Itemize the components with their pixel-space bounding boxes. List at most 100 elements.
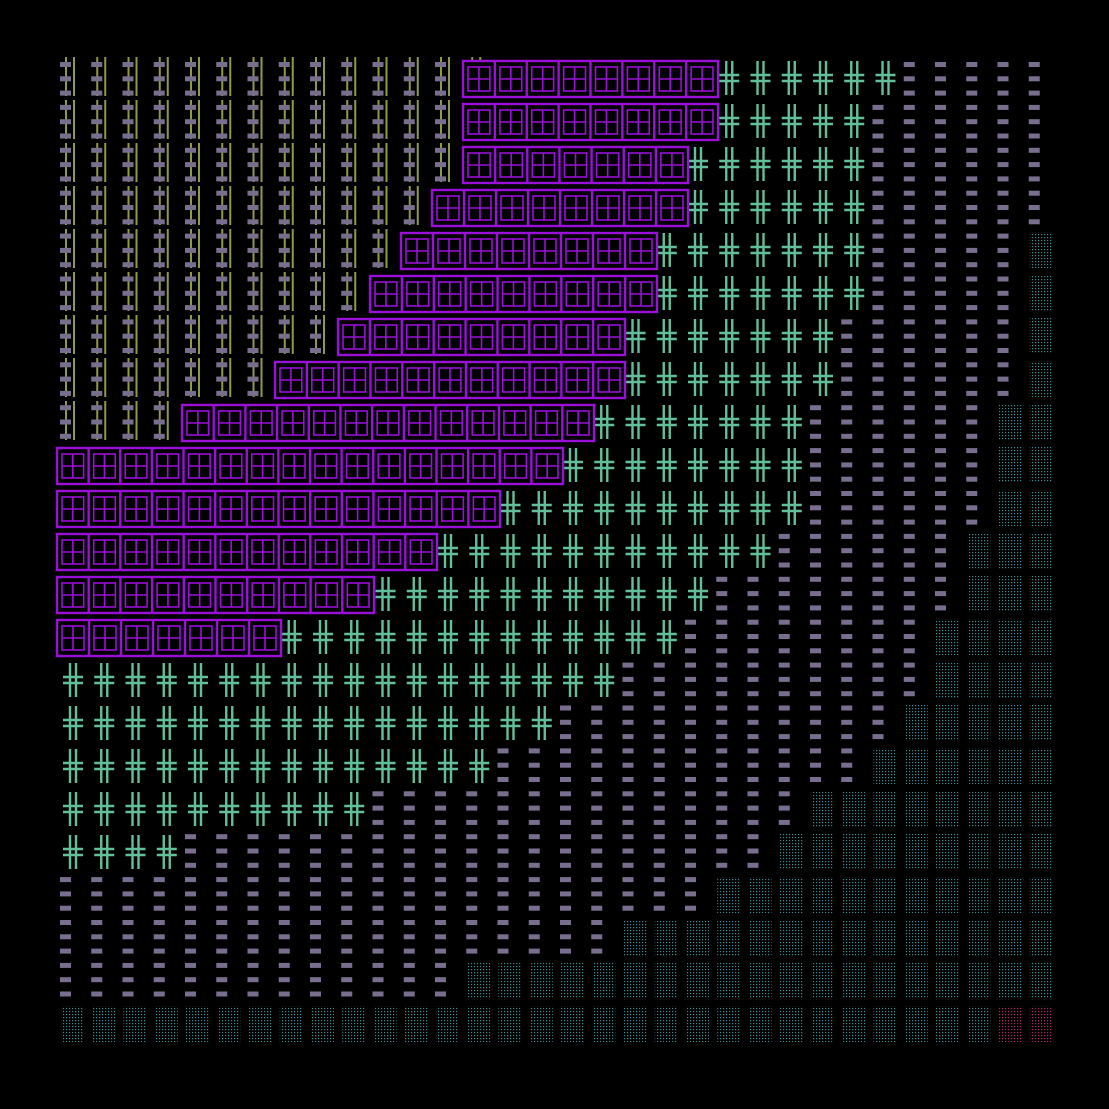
grey-dash (560, 834, 571, 840)
green-cross (250, 749, 271, 783)
grey-dash (435, 948, 446, 954)
grey-dash (966, 233, 978, 239)
teal-dot-block (779, 834, 803, 870)
green-cross (719, 61, 740, 95)
grey-dash (778, 819, 790, 825)
grey-dash (622, 791, 634, 797)
grey-dash (185, 390, 196, 396)
grey-dash (716, 591, 728, 597)
green-cross (656, 405, 677, 439)
teal-dot-block (998, 404, 1022, 440)
grey-dash (622, 848, 634, 854)
grey-dash (91, 133, 103, 139)
grey-dash (935, 333, 946, 339)
green-backdrop (680, 186, 872, 229)
teal-dot-block (561, 963, 584, 999)
grey-dash (966, 62, 978, 67)
green-backdrop (711, 57, 903, 100)
green-cross (531, 663, 552, 697)
grey-dash (247, 247, 259, 253)
grey-dash (653, 834, 665, 840)
grey-dash (716, 748, 728, 754)
grey-dash (591, 948, 603, 954)
grey-dash (622, 877, 634, 883)
grey-dash (935, 448, 946, 454)
grey-dash (591, 791, 603, 797)
green-cross (656, 276, 677, 310)
grey-dash (185, 834, 196, 840)
grey-dash (560, 877, 571, 883)
teal-dot-block (967, 920, 991, 956)
grey-dash (872, 719, 884, 725)
green-cross (250, 792, 271, 826)
grey-dash (122, 948, 134, 954)
grey-dash (747, 819, 759, 825)
grey-dash (935, 505, 946, 511)
grey-dash (341, 205, 353, 210)
grey-dash (528, 948, 540, 954)
grey-dash (153, 104, 165, 110)
grey-dash (622, 905, 634, 911)
grey-dash (685, 719, 696, 725)
grey-dash (372, 133, 384, 139)
teal-dot-block (123, 1006, 147, 1042)
teal-dot-block (498, 963, 522, 999)
grey-dash (997, 219, 1009, 225)
green-cross (844, 104, 865, 138)
grey-dash (435, 877, 446, 883)
grey-dash (778, 805, 790, 811)
grey-dash (185, 90, 196, 96)
grey-dash (341, 233, 353, 239)
grey-dash (935, 190, 946, 196)
grey-dash (841, 448, 853, 454)
grey-dash (841, 462, 853, 468)
green-cross (781, 491, 802, 525)
grey-dash (278, 848, 290, 854)
grey-dash (935, 476, 946, 482)
grey-dash (778, 662, 790, 668)
teal-dot-block (998, 877, 1022, 913)
grey-dash (810, 562, 821, 568)
grey-dash (185, 305, 196, 311)
grey-dash (278, 104, 290, 110)
grey-dash (372, 848, 384, 854)
grey-dash (466, 934, 478, 940)
green-cross (781, 448, 802, 482)
grey-dash (60, 119, 71, 125)
grey-dash (122, 348, 134, 353)
teal-dot-block (998, 748, 1022, 784)
grey-dash (372, 862, 384, 868)
grey-dash (310, 948, 321, 954)
grey-dash (278, 905, 290, 911)
grey-dash (872, 190, 884, 196)
grey-dash (435, 791, 446, 797)
grey-dash (153, 962, 165, 968)
grey-dash (872, 376, 884, 382)
grey-dash (997, 319, 1009, 325)
grey-dash (872, 290, 884, 296)
grey-dash (685, 862, 696, 868)
grey-dash (872, 419, 884, 425)
grey-dash (466, 805, 478, 811)
grey-dash (372, 219, 384, 225)
grey-dash (341, 104, 353, 110)
grey-dash (91, 948, 103, 954)
grey-dash (153, 991, 165, 997)
grey-dash (560, 748, 571, 754)
green-cross (375, 749, 396, 783)
green-cross (94, 835, 115, 869)
green-cross (719, 233, 740, 267)
grey-dash (216, 76, 228, 82)
teal-dot-block (936, 963, 959, 999)
grey-dash (122, 276, 134, 282)
grey-dash (903, 104, 915, 110)
grey-dash (560, 891, 571, 897)
grey-dash (247, 76, 259, 82)
green-cross (719, 534, 740, 568)
grey-dash (1028, 147, 1040, 153)
teal-dot-block (717, 963, 741, 999)
grey-dash (185, 977, 196, 983)
grey-dash (716, 662, 728, 668)
grey-dash (716, 648, 728, 654)
grey-dash (310, 233, 321, 239)
